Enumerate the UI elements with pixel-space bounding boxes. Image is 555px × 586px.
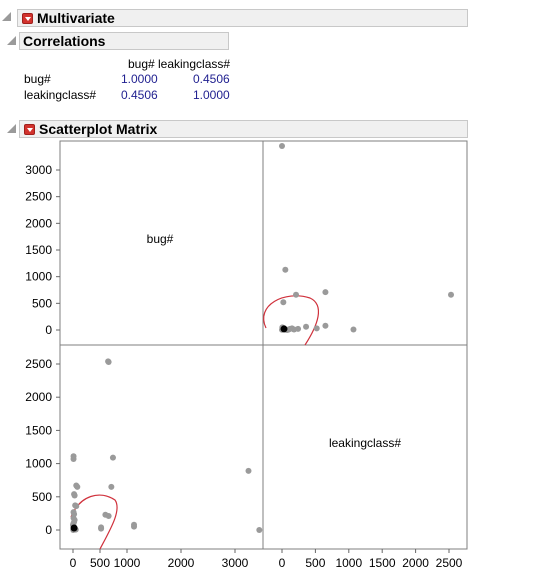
- y-tick-label: 2000: [25, 216, 52, 230]
- corr-value: 1.0000: [121, 72, 158, 86]
- menu-button[interactable]: [22, 12, 33, 24]
- corr-col-header: bug#: [128, 57, 155, 71]
- x-tick-label: 500: [305, 556, 325, 570]
- x-tick-label: 0: [70, 556, 77, 570]
- x-tick-label: 0: [279, 556, 286, 570]
- corr-value: 0.4506: [193, 72, 230, 86]
- disclosure-triangle-icon[interactable]: [7, 36, 16, 45]
- y-tick-label: 3000: [25, 163, 52, 177]
- scatter-point: [313, 325, 320, 332]
- y-tick-label: 2500: [25, 190, 52, 204]
- x-tick-label: 1000: [114, 556, 141, 570]
- disclosure-triangle-icon[interactable]: [2, 12, 11, 21]
- scatter-point: [73, 482, 80, 489]
- corr-value: 0.4506: [121, 88, 158, 102]
- corr-row-label: bug#: [24, 72, 51, 86]
- diagonal-label: bug#: [147, 232, 174, 246]
- correlations-title: Correlations: [23, 33, 106, 49]
- density-ellipse: [263, 295, 320, 346]
- corr-col-header: leakingclass#: [158, 57, 231, 71]
- scatter-point: [72, 502, 79, 509]
- x-tick-label: 2000: [168, 556, 195, 570]
- density-ellipse: [70, 494, 118, 550]
- scatter-point: [295, 325, 302, 332]
- scatter-point: [256, 527, 263, 533]
- x-tick-label: 500: [90, 556, 110, 570]
- scatter-point: [293, 291, 300, 298]
- y-tick-label: 2500: [25, 357, 52, 371]
- scatter-point: [102, 511, 109, 518]
- y-tick-label: 1000: [25, 270, 52, 284]
- disclosure-triangle-icon[interactable]: [7, 124, 16, 133]
- menu-button[interactable]: [24, 123, 35, 135]
- y-tick-label: 2000: [25, 390, 52, 404]
- multivariate-title: Multivariate: [37, 10, 115, 26]
- scatterplot-matrix-header[interactable]: Scatterplot Matrix: [19, 120, 468, 138]
- x-tick-label: 1500: [369, 556, 396, 570]
- scatter-point: [70, 453, 77, 460]
- y-tick-label: 500: [32, 296, 52, 310]
- scatter-point: [245, 467, 252, 474]
- dense-point: [280, 325, 288, 333]
- scatter-point: [350, 326, 357, 333]
- scatter-point: [131, 521, 138, 528]
- scatter-point: [322, 322, 329, 329]
- x-tick-label: 2000: [402, 556, 429, 570]
- y-tick-label: 0: [45, 323, 52, 337]
- y-tick-label: 1500: [25, 243, 52, 257]
- scatter-point: [109, 454, 116, 461]
- scatter-point: [279, 143, 285, 149]
- corr-value: 1.0000: [193, 88, 230, 102]
- x-tick-label: 3000: [222, 556, 249, 570]
- scatter-point: [280, 299, 287, 306]
- x-tick-label: 1000: [335, 556, 362, 570]
- scatter-point: [282, 266, 289, 273]
- scatter-point: [70, 509, 77, 516]
- scatter-point: [108, 483, 115, 490]
- corr-row-label: leakingclass#: [24, 88, 97, 102]
- scatter-point: [98, 524, 105, 531]
- y-tick-label: 0: [45, 523, 52, 537]
- scatter-point: [448, 291, 455, 298]
- scatterplot-matrix-title: Scatterplot Matrix: [39, 121, 158, 137]
- multivariate-header[interactable]: Multivariate: [17, 9, 468, 27]
- diagonal-label: leakingclass#: [329, 436, 401, 450]
- scatter-point: [322, 289, 329, 296]
- scatter-point: [105, 358, 112, 365]
- dense-point: [70, 524, 78, 532]
- y-tick-label: 1500: [25, 423, 52, 437]
- x-tick-label: 2500: [436, 556, 463, 570]
- scatter-point: [71, 491, 78, 498]
- y-tick-label: 1000: [25, 457, 52, 471]
- scatter-point: [303, 323, 310, 330]
- correlations-header[interactable]: Correlations: [19, 32, 229, 50]
- y-tick-label: 500: [32, 490, 52, 504]
